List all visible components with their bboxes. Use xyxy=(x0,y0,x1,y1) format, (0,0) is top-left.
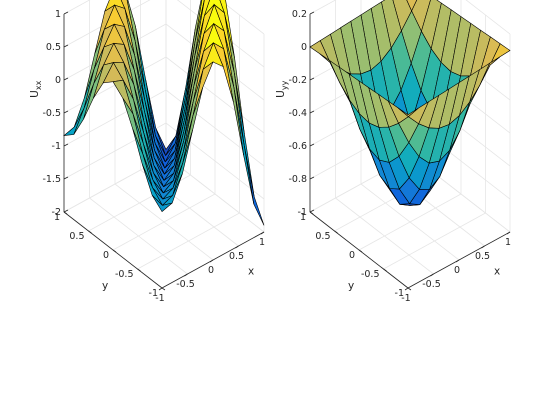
x-tick-label: 0.5 xyxy=(475,251,490,262)
z-tick xyxy=(309,143,315,147)
z-tick-label: 0.2 xyxy=(292,9,307,20)
right-surface-panel: -1-0.500.51-1-0.500.51-1-0.8-0.6-0.4-0.2… xyxy=(275,0,511,304)
y-tick xyxy=(383,268,387,272)
y-tick xyxy=(309,211,314,215)
y-tick-label: 0 xyxy=(349,250,355,261)
z-tick-label: -1.5 xyxy=(42,174,61,185)
y-tick-label: -0.5 xyxy=(361,269,380,280)
y-tick-label: 0.5 xyxy=(69,231,84,242)
surface-patch xyxy=(406,0,418,12)
y-tick xyxy=(112,249,117,253)
z-tick-label: -1 xyxy=(52,141,61,152)
surface-patch xyxy=(73,83,95,135)
y-tick xyxy=(334,230,338,234)
y-tick xyxy=(137,268,141,272)
surface-patch xyxy=(151,195,173,213)
z-tick xyxy=(63,110,69,114)
x-tick-label: 1 xyxy=(505,237,511,248)
x-tick xyxy=(260,231,265,235)
z-tick-label: -2 xyxy=(52,207,61,218)
z-tick-label: -0.6 xyxy=(288,141,307,152)
y-grid-line xyxy=(383,15,486,270)
grid xyxy=(63,0,265,289)
x-tick-label: 0.5 xyxy=(229,251,244,262)
y-tick-label: -1 xyxy=(149,288,158,299)
z-tick-label: -0.8 xyxy=(288,174,307,185)
z-tick-label: 0 xyxy=(55,75,61,86)
z-tick xyxy=(309,209,315,213)
z-tick xyxy=(63,11,69,15)
x-tick-label: 0 xyxy=(208,265,214,276)
x-tick xyxy=(235,245,239,249)
x-tick-label: 1 xyxy=(259,237,265,248)
z-tick xyxy=(309,77,315,81)
z-tick xyxy=(63,44,69,48)
z-tick-label: -0.2 xyxy=(288,75,307,86)
axes: -1-0.500.51-1-0.500.51-2-1.5-1-0.500.51x… xyxy=(29,9,265,304)
y-tick-label: 0 xyxy=(103,250,109,261)
axes: -1-0.500.51-1-0.500.51-1-0.8-0.6-0.4-0.2… xyxy=(275,9,511,304)
x-tick xyxy=(158,287,163,291)
y-tick-label: 0.5 xyxy=(315,231,330,242)
y-grid-line xyxy=(137,15,240,270)
surface xyxy=(63,0,265,226)
z-tick-label: -0.5 xyxy=(42,108,61,119)
y-tick-label: 1 xyxy=(54,212,60,223)
y-tick xyxy=(358,249,363,253)
x-axis-label: x xyxy=(248,266,254,278)
y-grid-line xyxy=(88,0,191,232)
z-tick xyxy=(63,176,69,180)
z-tick-label: 1 xyxy=(55,9,61,20)
z-grid-line xyxy=(63,0,265,35)
surface-patch xyxy=(233,87,255,205)
x-tick-label: -1 xyxy=(401,293,410,304)
x-tick-label: -1 xyxy=(155,293,164,304)
z-tick xyxy=(309,110,315,114)
y-axis-label: y xyxy=(348,280,354,292)
x-tick xyxy=(430,273,434,277)
x-tick xyxy=(209,259,214,263)
y-tick xyxy=(407,287,412,291)
surface-patch xyxy=(398,107,419,117)
z-tick xyxy=(309,176,315,180)
surface xyxy=(309,0,511,207)
x-tick xyxy=(455,259,460,263)
z-tick-label: -0.4 xyxy=(288,108,307,119)
x-tick xyxy=(184,273,188,277)
y-axis-label: y xyxy=(102,280,108,292)
z-tick xyxy=(63,143,69,147)
svg-text:Uxx: Uxx xyxy=(29,80,43,97)
z-grid-line xyxy=(309,0,511,35)
z-tick xyxy=(63,77,69,81)
y-tick-label: -0.5 xyxy=(115,269,134,280)
svg-text:Uyy: Uyy xyxy=(275,80,289,97)
y-tick-label: 1 xyxy=(300,212,306,223)
x-tick-label: -0.5 xyxy=(176,279,195,290)
y-tick xyxy=(63,211,68,215)
y-tick xyxy=(161,287,166,291)
x-tick-label: -0.5 xyxy=(422,279,441,290)
z-tick-label: -1 xyxy=(298,207,307,218)
z-tick xyxy=(309,11,315,15)
left-surface-panel: -1-0.500.51-1-0.500.51-2-1.5-1-0.500.51x… xyxy=(29,0,265,304)
y-tick-label: -1 xyxy=(395,288,404,299)
x-tick xyxy=(481,245,485,249)
z-axis-label: Uxx xyxy=(29,80,43,97)
z-tick-label: 0 xyxy=(301,42,307,53)
z-axis-label: Uyy xyxy=(275,80,289,97)
x-tick xyxy=(404,287,409,291)
x-tick xyxy=(506,231,511,235)
x-tick-label: 0 xyxy=(454,265,460,276)
z-tick xyxy=(63,209,69,213)
x-axis-label: x xyxy=(494,266,500,278)
y-tick xyxy=(88,230,92,234)
z-tick-label: 0.5 xyxy=(46,42,61,53)
